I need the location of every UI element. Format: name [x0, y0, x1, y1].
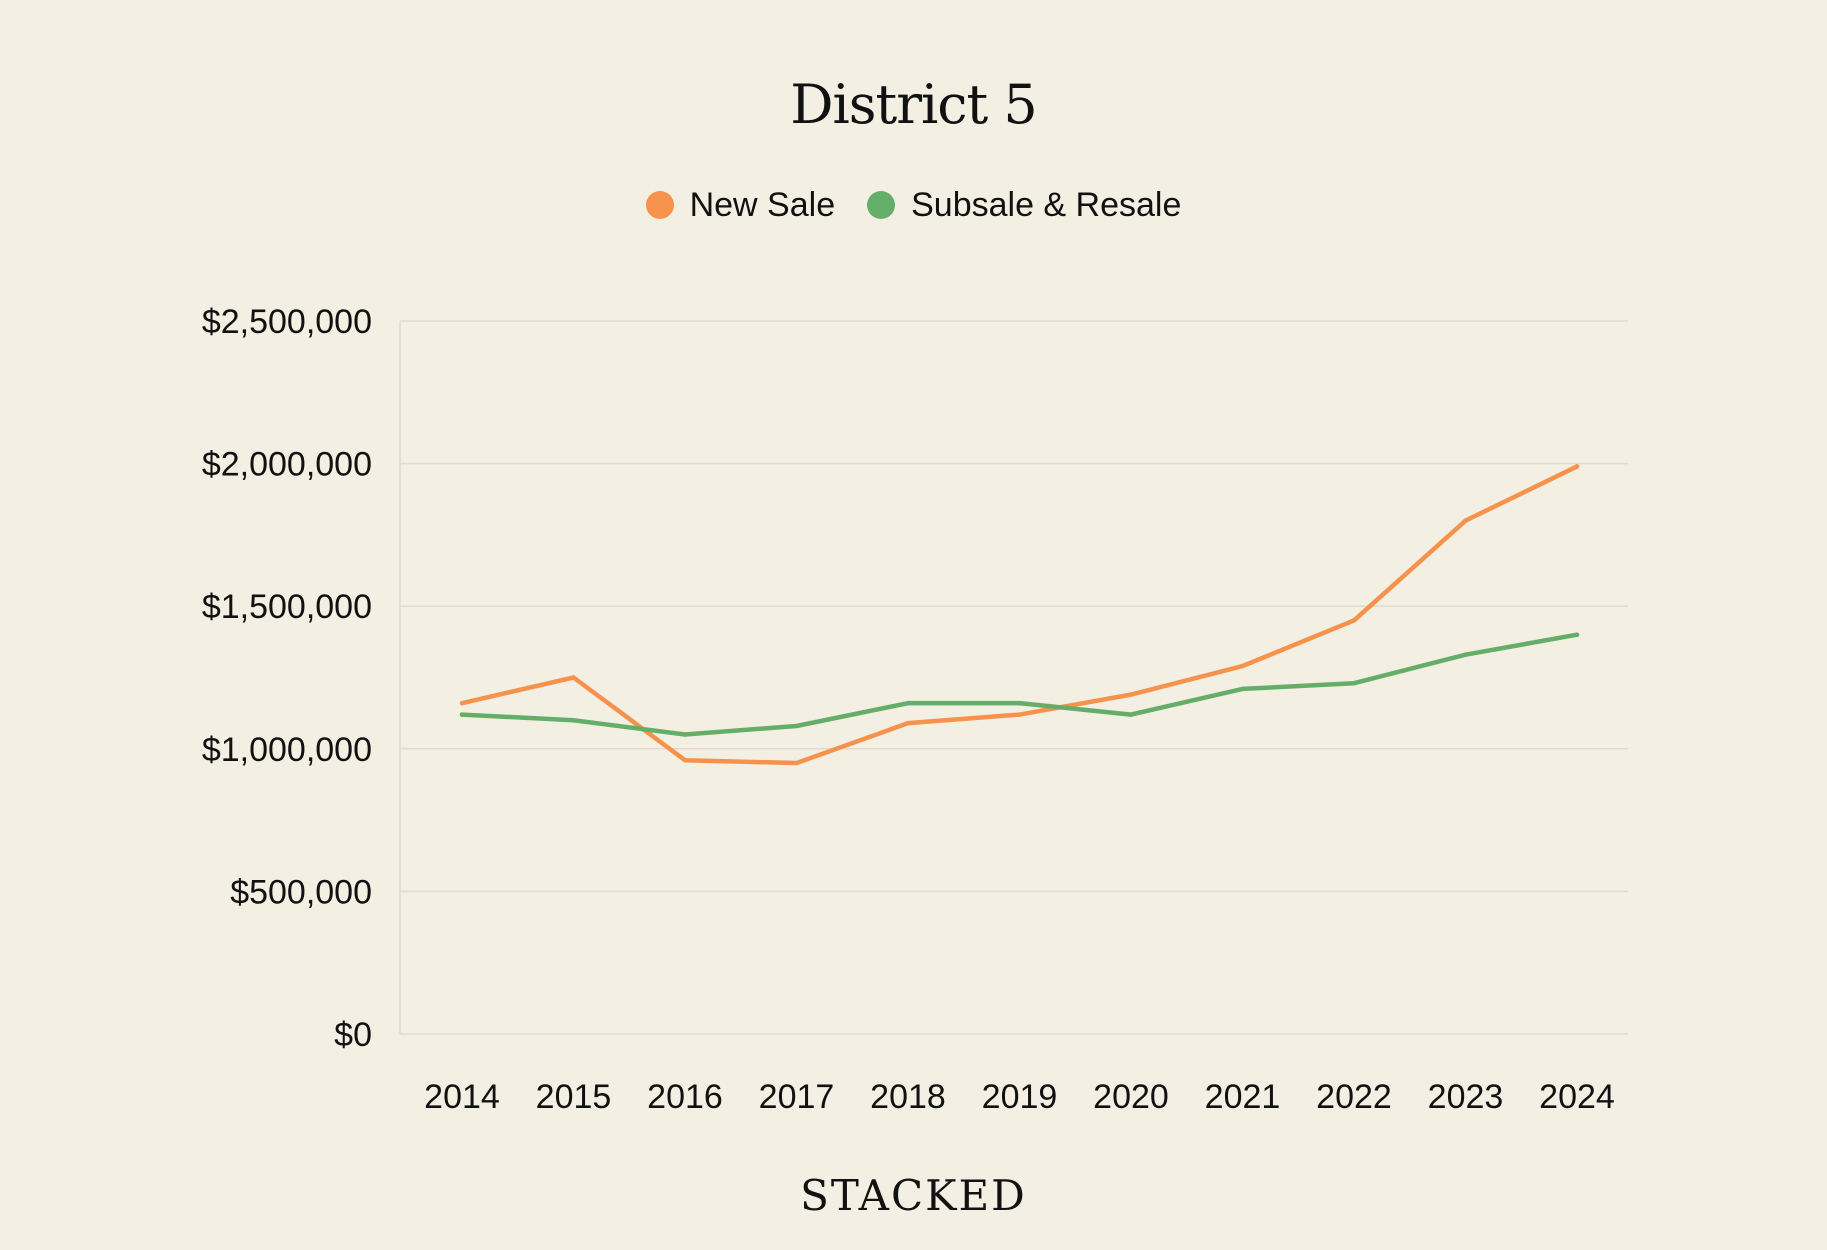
- data-point-subsale-resale: [1240, 686, 1245, 692]
- y-tick-label: $500,000: [230, 873, 372, 911]
- data-point-new-sale: [1128, 692, 1134, 697]
- chart-title: District 5: [790, 73, 1038, 136]
- data-point-subsale-resale: [905, 700, 911, 706]
- data-point-subsale-resale: [1128, 712, 1134, 717]
- y-tick-label: $1,000,000: [202, 731, 372, 769]
- legend-label-subsale-resale: Subsale & Resale: [911, 186, 1182, 224]
- x-tick-label: 2015: [536, 1078, 612, 1116]
- data-point-subsale-resale: [1574, 632, 1580, 637]
- data-point-subsale-resale: [1351, 681, 1357, 686]
- data-point-new-sale: [1351, 618, 1357, 623]
- data-point-new-sale: [682, 758, 688, 763]
- x-tick-label: 2024: [1539, 1078, 1615, 1116]
- stacked-wordmark: STACKED: [800, 1171, 1027, 1220]
- data-point-new-sale: [1017, 712, 1022, 717]
- x-tick-label: 2019: [982, 1078, 1058, 1116]
- x-tick-label: 2021: [1205, 1078, 1281, 1116]
- data-point-new-sale: [1574, 464, 1580, 469]
- data-point-subsale-resale: [682, 732, 688, 737]
- legend-label-new-sale: New Sale: [689, 186, 836, 224]
- data-point-new-sale: [459, 700, 465, 706]
- x-tick-label: 2016: [647, 1078, 723, 1116]
- data-point-new-sale: [905, 720, 911, 726]
- data-point-subsale-resale: [794, 723, 799, 729]
- data-point-subsale-resale: [459, 712, 465, 717]
- data-point-new-sale: [1240, 663, 1245, 669]
- x-tick-label: 2020: [1093, 1078, 1169, 1116]
- data-point-subsale-resale: [1463, 652, 1468, 657]
- data-point-new-sale: [794, 760, 799, 766]
- data-point-subsale-resale: [1017, 700, 1022, 706]
- legend-item-new-sale: New Sale: [645, 183, 836, 227]
- y-tick-label: $2,500,000: [202, 303, 372, 341]
- data-point-new-sale: [1463, 518, 1468, 523]
- y-tick-label: $0: [334, 1016, 372, 1054]
- x-tick-label: 2023: [1428, 1078, 1504, 1116]
- x-tick-label: 2018: [870, 1078, 946, 1116]
- x-tick-labels: 2014 2015 2016 2017 2018 2019 2020 2021 2022 2023…: [424, 1078, 1615, 1116]
- gridlines: [400, 320, 1628, 1035]
- y-tick-labels: $0 $500,000 $1,000,000 $1,500,000 $2,000,000…: [202, 303, 372, 1054]
- data-point-new-sale: [571, 675, 576, 680]
- legend-item-subsale-resale: Subsale & Resale: [867, 183, 1181, 227]
- series-lines: [459, 464, 1580, 766]
- y-tick-label: $2,000,000: [202, 446, 372, 484]
- legend-marker-new-sale: [645, 191, 674, 219]
- x-tick-label: 2022: [1316, 1078, 1392, 1116]
- data-point-subsale-resale: [571, 718, 576, 723]
- series-line-new-sale: [459, 464, 1580, 766]
- x-tick-label: 2014: [424, 1078, 500, 1116]
- chart-legend: New Sale Subsale & Resale: [0, 183, 1827, 227]
- x-tick-label: 2017: [759, 1078, 835, 1116]
- y-tick-label: $1,500,000: [202, 588, 372, 626]
- legend-marker-subsale-resale: [867, 191, 896, 219]
